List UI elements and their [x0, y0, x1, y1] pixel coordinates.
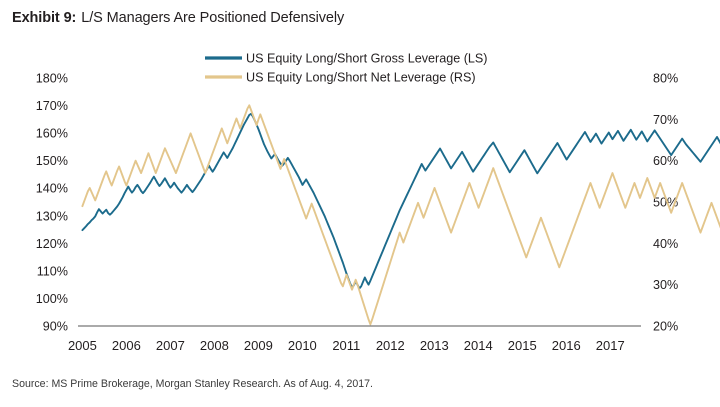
y-tick-left: 130% [36, 209, 68, 223]
page-title: L/S Managers Are Positioned Defensively [81, 10, 345, 26]
source-note: Source: MS Prime Brokerage, Morgan Stanl… [12, 378, 373, 390]
y-tick-left: 180% [36, 72, 68, 86]
exhibit-title: Exhibit 9: L/S Managers Are Positioned De… [12, 10, 344, 26]
y-tick-left: 160% [36, 127, 68, 141]
x-tick: 2014 [464, 338, 493, 353]
y-tick-left: 100% [36, 292, 68, 306]
x-tick: 2017 [596, 338, 625, 353]
y-tick-left: 120% [36, 237, 68, 251]
chart-legend: US Equity Long/Short Gross Leverage (LS)… [205, 52, 488, 85]
series-line [81, 104, 720, 326]
left-axis-ticks: 90% 100% 110% 120% 130% 140% 150% 160% 170% 180% [36, 72, 68, 334]
x-tick: 2006 [112, 338, 141, 353]
chart-series [81, 104, 720, 326]
x-tick: 2016 [552, 338, 581, 353]
right-axis-ticks: 20% 30% 40% 50% 60% 70% 80% [653, 72, 678, 334]
x-tick: 2009 [244, 338, 273, 353]
y-tick-left: 140% [36, 182, 68, 196]
series-line [81, 112, 720, 290]
y-tick-left: 150% [36, 154, 68, 168]
x-tick: 2007 [156, 338, 185, 353]
y-tick-right: 20% [653, 320, 678, 334]
y-tick-right: 60% [653, 154, 678, 168]
y-tick-right: 50% [653, 196, 678, 210]
x-tick: 2013 [420, 338, 449, 353]
y-tick-right: 30% [653, 278, 678, 292]
x-tick: 2012 [376, 338, 405, 353]
y-tick-right: 40% [653, 237, 678, 251]
y-tick-left: 90% [43, 320, 68, 334]
y-tick-right: 70% [653, 113, 678, 127]
y-tick-right: 80% [653, 72, 678, 86]
x-tick: 2008 [200, 338, 229, 353]
y-tick-left: 110% [37, 264, 68, 278]
y-tick-left: 170% [36, 99, 68, 113]
exhibit-label: Exhibit 9: [12, 10, 77, 26]
line-chart: US Equity Long/Short Gross Leverage (LS)… [36, 52, 720, 353]
chart-container: US Equity Long/Short Gross Leverage (LS)… [0, 36, 720, 354]
x-tick: 2005 [68, 338, 97, 353]
x-axis-ticks: 2005 2006 2007 2008 2009 2010 2011 2012 2013 2014… [68, 338, 625, 353]
x-tick: 2011 [332, 338, 360, 353]
x-tick: 2010 [288, 338, 317, 353]
legend-label: US Equity Long/Short Net Leverage (RS) [246, 71, 476, 85]
legend-label: US Equity Long/Short Gross Leverage (LS) [246, 52, 488, 66]
x-tick: 2015 [508, 338, 537, 353]
